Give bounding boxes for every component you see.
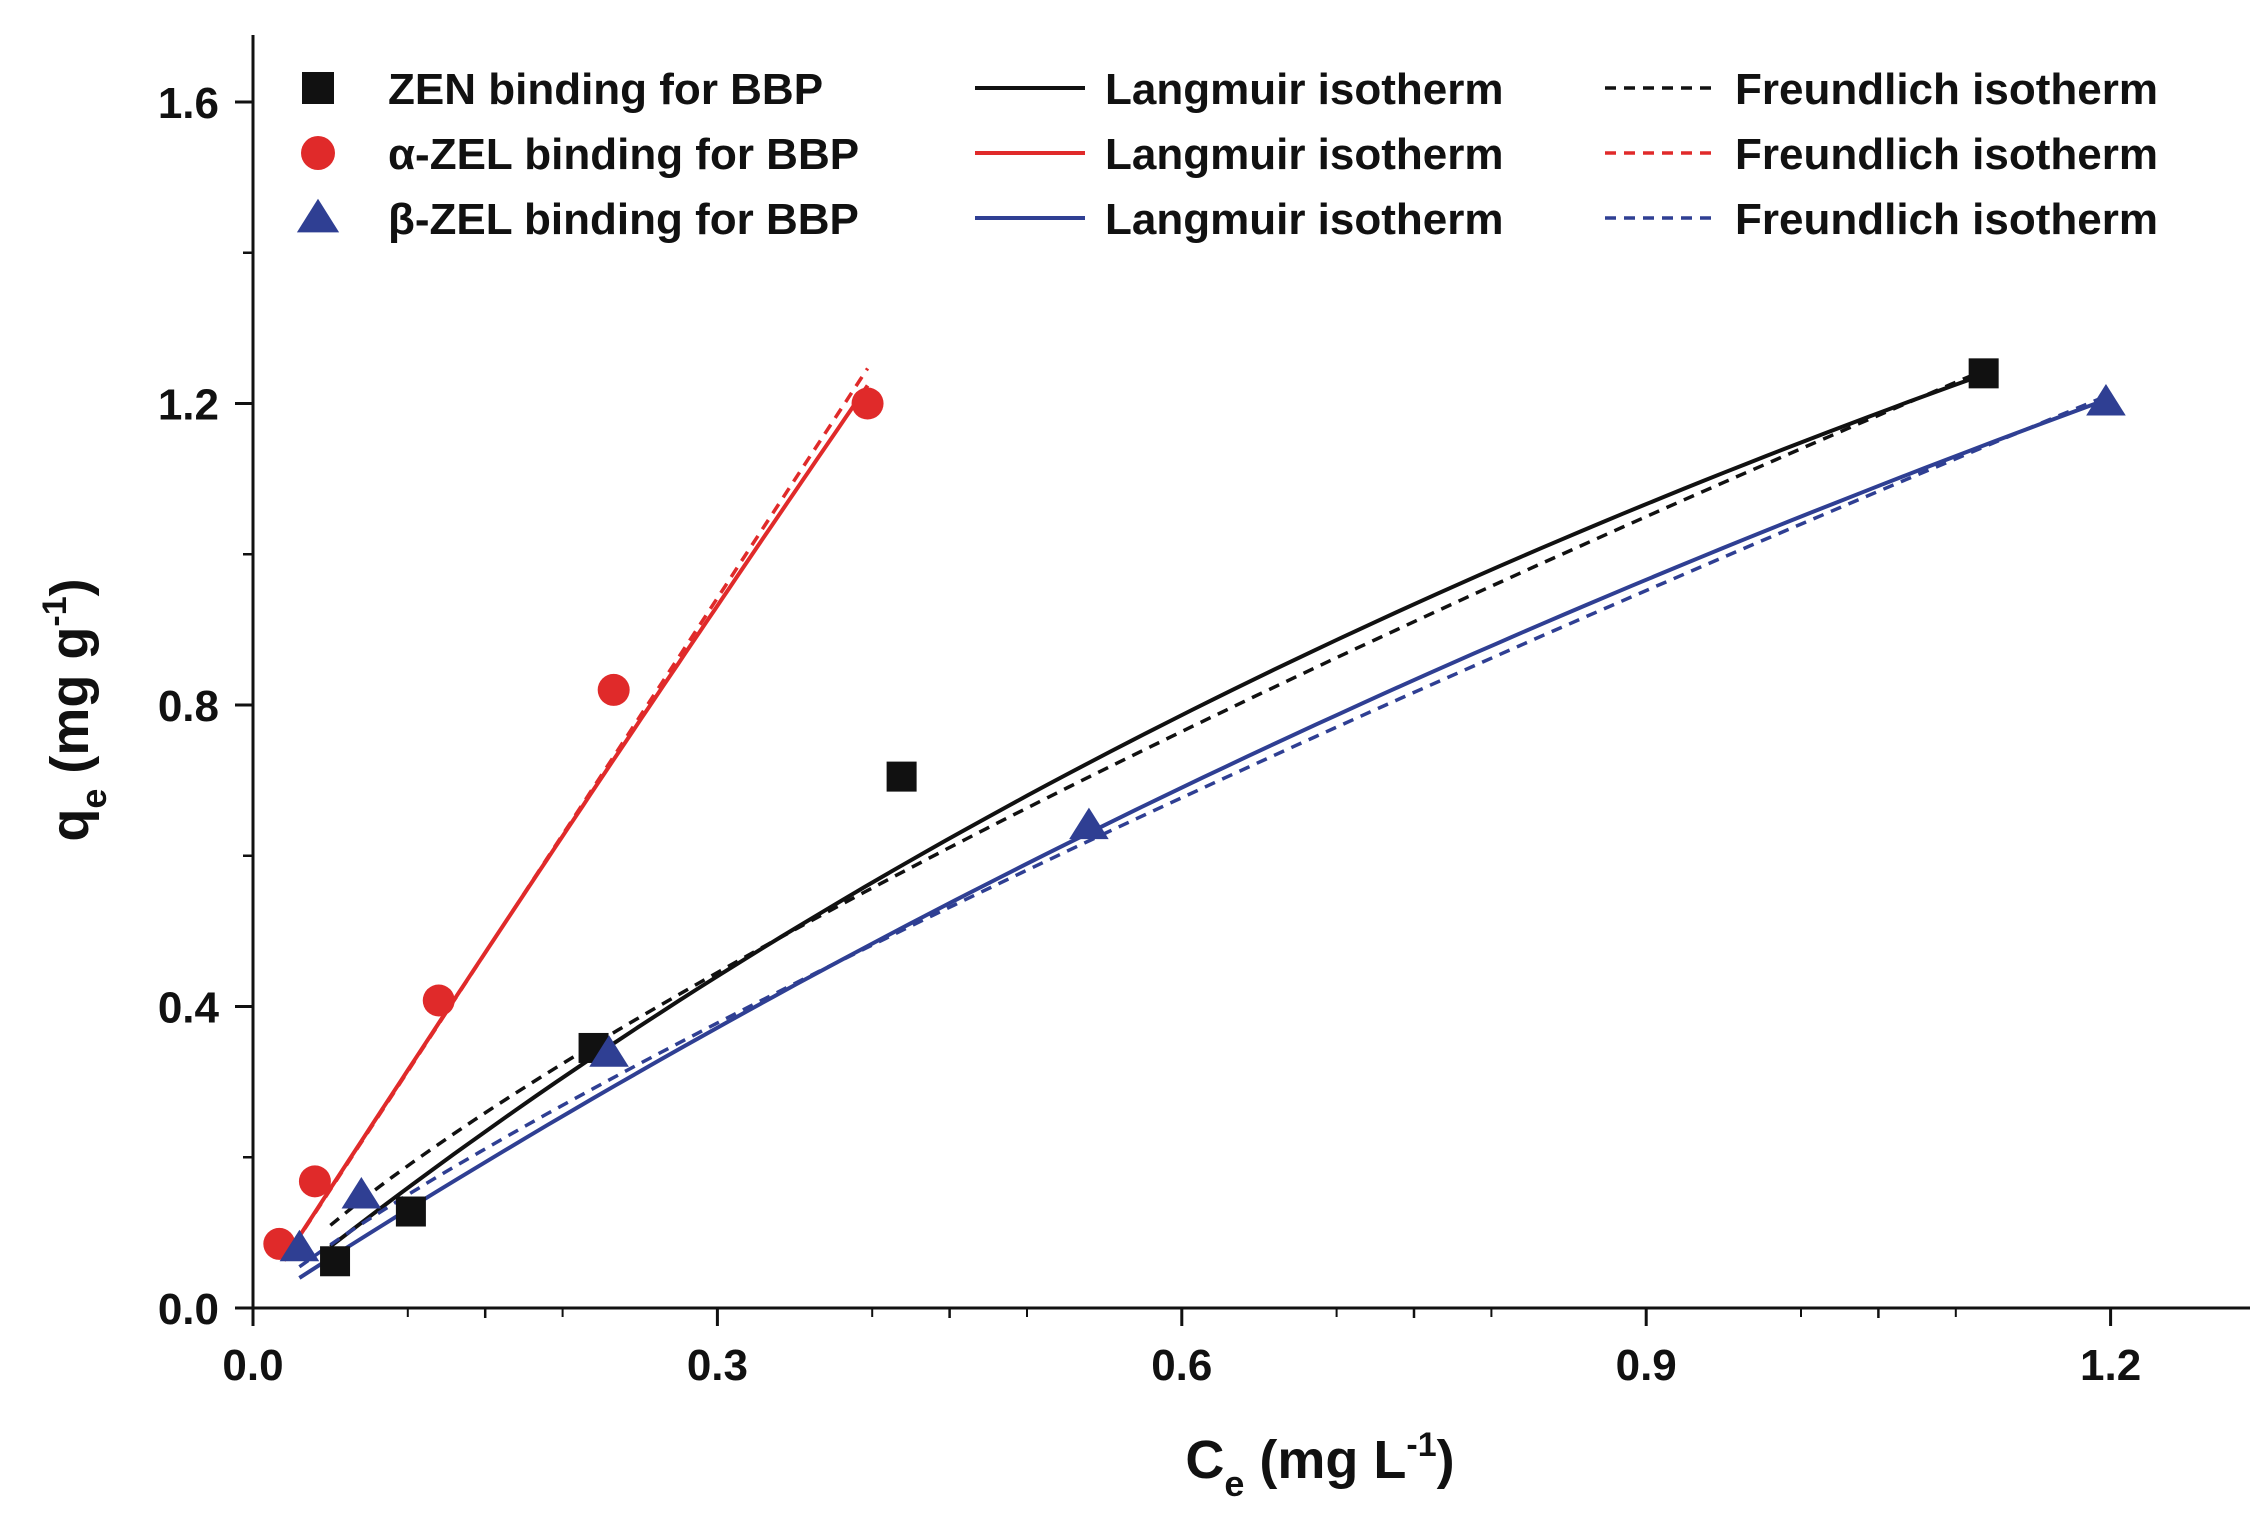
legend-langmuir-label-0: Langmuir isotherm	[1105, 65, 1504, 114]
legend-langmuir-label-2: Langmuir isotherm	[1105, 195, 1504, 244]
y-tick-label: 1.6	[158, 79, 219, 128]
data-point-0-4	[1968, 358, 1999, 389]
legend-label-1: α-ZEL binding for BBP	[388, 130, 859, 179]
x-tick-label: 0.6	[1151, 1341, 1212, 1390]
legend-freundlich-label-2: Freundlich isotherm	[1735, 195, 2158, 244]
legend-marker-2	[296, 198, 340, 233]
data-point-1-3	[597, 673, 630, 706]
data-point-1-1	[298, 1165, 331, 1198]
y-tick-label: 0.4	[158, 984, 220, 1033]
x-tick-label: 0.3	[687, 1341, 748, 1390]
y-tick-label: 1.2	[158, 381, 219, 430]
freundlich-curve-2	[298, 394, 2107, 1269]
data-point-1-4	[851, 387, 884, 420]
langmuir-curve-2	[298, 397, 2107, 1280]
axes: 0.0 0.3 0.6 0.9 1.2 0.0 0.4 0.8 1.2 1.6	[158, 35, 2250, 1390]
legend-label-2: β-ZEL binding for BBP	[388, 195, 859, 244]
data-point-1-2	[422, 984, 455, 1017]
x-tick-label: 1.2	[2080, 1341, 2141, 1390]
legend: ZEN binding for BBP Langmuir isotherm Freu…	[296, 65, 2158, 244]
y-tick-label: 0.8	[158, 682, 219, 731]
y-axis-title: qe (mg g-1)	[36, 578, 114, 841]
data-point-2-2	[589, 1035, 629, 1067]
x-tick-label: 0.9	[1616, 1341, 1677, 1390]
langmuir-curve-1	[282, 384, 870, 1262]
data-point-0-1	[395, 1196, 426, 1227]
legend-marker-1	[301, 136, 335, 170]
fit-curves	[282, 367, 2107, 1280]
data-points	[263, 358, 2126, 1277]
legend-freundlich-label-1: Freundlich isotherm	[1735, 130, 2158, 179]
data-point-2-1	[341, 1176, 382, 1209]
y-tick-label: 0.0	[158, 1285, 219, 1334]
data-point-2-0	[279, 1229, 320, 1262]
legend-langmuir-label-1: Langmuir isotherm	[1105, 130, 1504, 179]
x-tick-label: 0.0	[222, 1341, 283, 1390]
data-point-2-4	[2086, 383, 2126, 416]
legend-marker-0	[302, 72, 334, 104]
data-point-0-3	[886, 761, 917, 792]
data-point-0-0	[320, 1246, 351, 1277]
data-point-2-3	[1069, 807, 1109, 840]
x-axis-title: Ce (mg L-1)	[1185, 1426, 1454, 1504]
legend-label-0: ZEN binding for BBP	[388, 65, 823, 114]
legend-freundlich-label-0: Freundlich isotherm	[1735, 65, 2158, 114]
